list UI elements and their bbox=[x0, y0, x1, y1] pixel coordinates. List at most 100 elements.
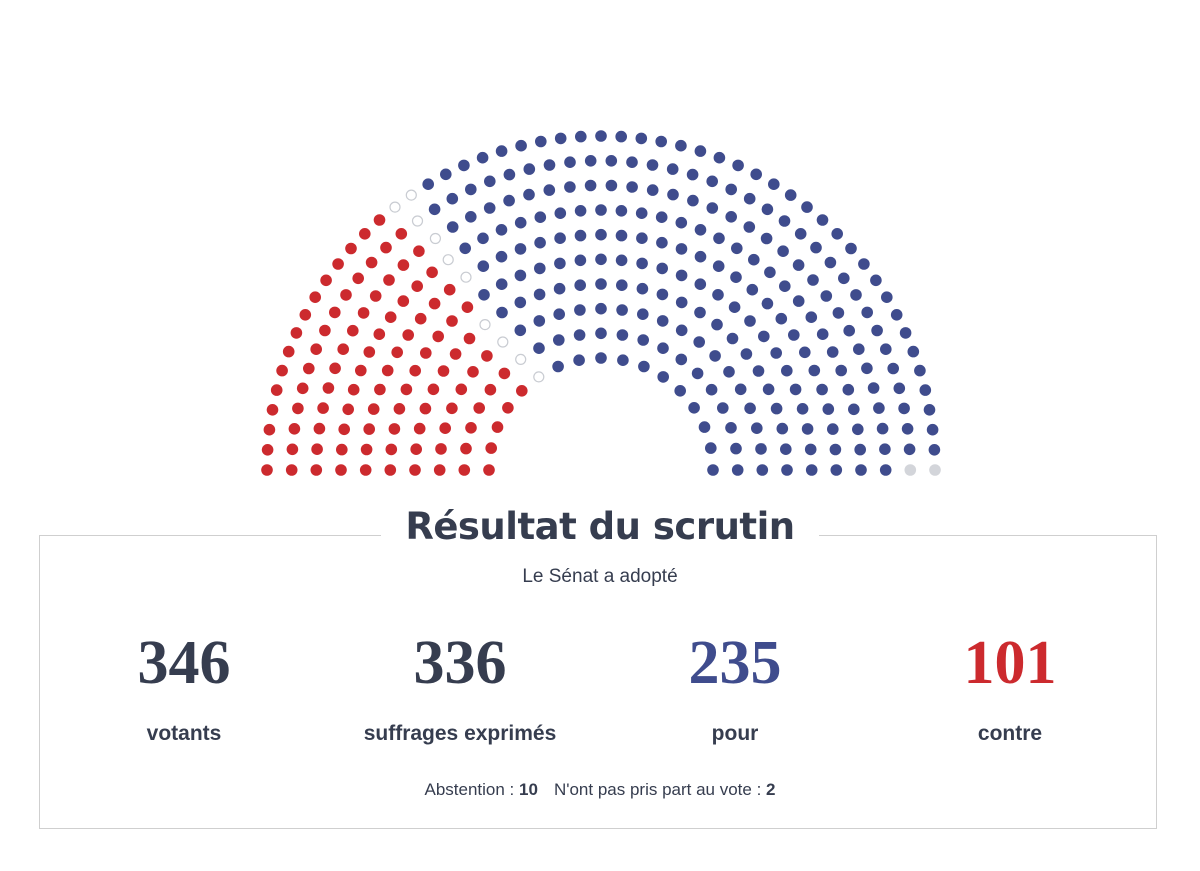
seat bbox=[805, 311, 818, 324]
seat bbox=[446, 192, 459, 205]
seat bbox=[478, 289, 490, 301]
seat bbox=[483, 202, 496, 214]
seat bbox=[881, 291, 893, 304]
seat bbox=[391, 346, 404, 359]
seat bbox=[871, 324, 883, 337]
seat bbox=[360, 443, 373, 456]
seat bbox=[495, 224, 508, 236]
seat bbox=[534, 262, 546, 275]
seat bbox=[848, 403, 860, 416]
seat bbox=[926, 423, 939, 436]
seat bbox=[282, 345, 295, 358]
seat bbox=[380, 241, 392, 254]
seat bbox=[543, 159, 556, 171]
seat bbox=[853, 343, 865, 356]
seat bbox=[292, 402, 304, 415]
seat bbox=[320, 274, 332, 287]
seat bbox=[574, 254, 587, 267]
seat bbox=[688, 402, 700, 414]
seat bbox=[440, 168, 452, 181]
seat bbox=[792, 295, 805, 307]
seat bbox=[725, 422, 737, 434]
seat bbox=[799, 346, 811, 359]
seat bbox=[319, 324, 331, 337]
seat bbox=[347, 383, 360, 396]
seat bbox=[919, 384, 932, 396]
seat bbox=[616, 329, 629, 341]
seat bbox=[411, 280, 424, 293]
seat bbox=[263, 423, 276, 436]
seat bbox=[667, 188, 679, 201]
seat bbox=[770, 402, 783, 415]
seat bbox=[770, 347, 782, 359]
seat bbox=[564, 156, 576, 168]
seat bbox=[413, 422, 426, 435]
seat bbox=[801, 423, 814, 435]
seat bbox=[352, 272, 365, 285]
seat bbox=[914, 364, 926, 377]
seat bbox=[898, 402, 910, 415]
seat bbox=[574, 229, 587, 242]
seat bbox=[345, 242, 357, 255]
seat bbox=[276, 364, 288, 377]
seat bbox=[405, 189, 417, 201]
seat bbox=[778, 215, 791, 227]
seat bbox=[355, 364, 367, 377]
seat bbox=[675, 243, 688, 255]
seat bbox=[497, 336, 509, 348]
seat bbox=[784, 189, 797, 201]
seat bbox=[553, 308, 565, 321]
seat bbox=[655, 135, 667, 148]
seat bbox=[503, 168, 516, 181]
seat bbox=[712, 289, 724, 301]
seat bbox=[675, 324, 688, 337]
seat bbox=[411, 215, 424, 227]
seat bbox=[861, 306, 873, 319]
seat bbox=[880, 343, 892, 356]
seat bbox=[656, 236, 668, 249]
seat bbox=[637, 308, 649, 321]
seat bbox=[429, 232, 441, 245]
seat bbox=[574, 304, 586, 316]
seat bbox=[329, 306, 341, 319]
seat bbox=[657, 342, 669, 355]
seat bbox=[502, 402, 514, 414]
seat bbox=[422, 178, 435, 190]
seat bbox=[656, 262, 668, 275]
seat bbox=[638, 360, 650, 373]
seat bbox=[808, 364, 821, 377]
seat bbox=[775, 312, 788, 325]
seat bbox=[573, 329, 586, 341]
seat bbox=[261, 444, 274, 456]
seat bbox=[437, 365, 450, 377]
seat bbox=[595, 228, 607, 241]
seat bbox=[266, 404, 279, 416]
seat bbox=[533, 342, 545, 355]
seat bbox=[779, 280, 791, 293]
seat bbox=[534, 236, 546, 249]
seat bbox=[311, 443, 323, 456]
seat bbox=[646, 159, 659, 171]
seat bbox=[523, 163, 536, 175]
seat bbox=[595, 327, 607, 340]
seat bbox=[393, 403, 406, 415]
seat bbox=[329, 362, 341, 375]
seat bbox=[533, 288, 546, 301]
seat bbox=[730, 442, 742, 455]
seat bbox=[363, 346, 376, 358]
seat bbox=[675, 216, 688, 229]
seat bbox=[626, 181, 638, 193]
seat bbox=[835, 364, 847, 377]
seat bbox=[748, 253, 760, 266]
seat bbox=[384, 464, 397, 476]
seat bbox=[867, 382, 880, 394]
seat bbox=[750, 168, 762, 181]
seat bbox=[365, 256, 378, 269]
seat bbox=[807, 274, 819, 286]
seat bbox=[495, 250, 508, 263]
seat bbox=[804, 443, 817, 456]
seat bbox=[458, 464, 471, 476]
detail-value: 2 bbox=[766, 780, 776, 799]
seat bbox=[543, 184, 556, 196]
seat bbox=[694, 278, 707, 291]
